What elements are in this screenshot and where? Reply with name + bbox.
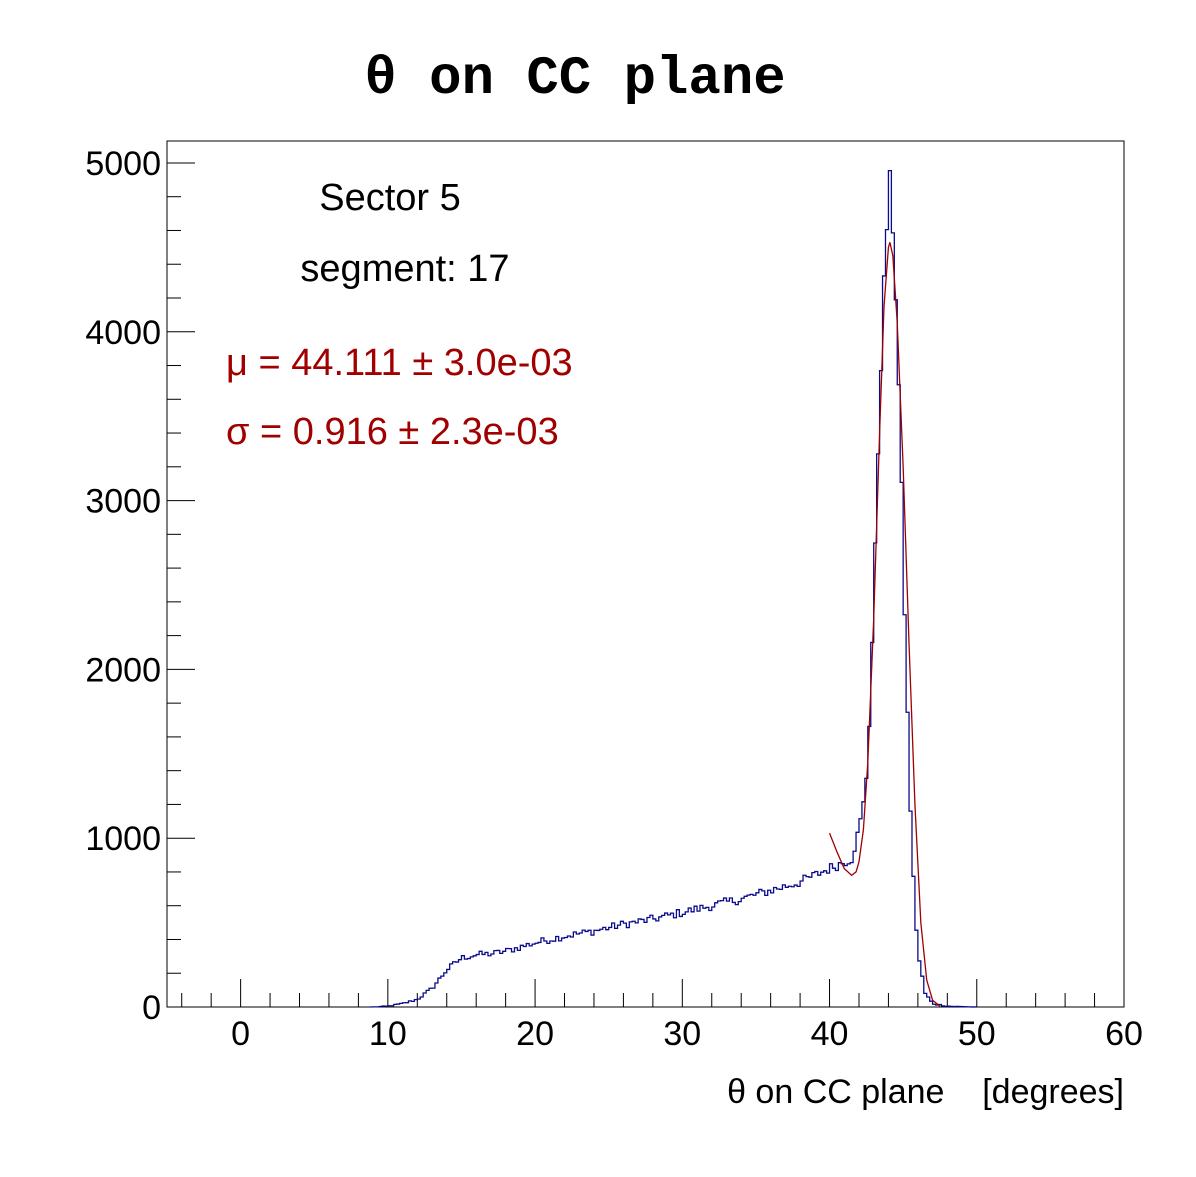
x-tick-label: 20 [516,1015,554,1053]
fit-curve [828,242,941,1007]
chart-title: θ on CC plane [364,49,785,110]
x-tick-label: 50 [958,1015,996,1053]
x-tick-label: 40 [811,1015,849,1053]
x-tick-label: 30 [663,1015,701,1053]
y-axis-ticks [167,162,195,1008]
y-tick-label: 4000 [85,314,161,352]
x-axis-ticks [181,979,1125,1007]
y-tick-label: 0 [142,989,161,1027]
series-group [370,170,978,1008]
y-tick-label: 1000 [85,820,161,858]
y-tick-label: 5000 [85,145,161,183]
y-axis-tick-labels: 0 1000 2000 3000 4000 5000 [85,145,161,1027]
x-tick-label: 60 [1105,1015,1143,1053]
x-axis-tick-labels: 0 10 20 30 40 50 60 [231,1015,1143,1053]
sector-label: Sector 5 [319,177,461,219]
sigma-label: σ = 0.916 ± 2.3e-03 [226,411,559,453]
x-tick-label: 0 [231,1015,250,1053]
x-axis-label: θ on CC plane [degrees] [727,1073,1124,1111]
mu-label: μ = 44.111 ± 3.0e-03 [226,342,573,384]
y-tick-label: 2000 [85,651,161,689]
segment-label: segment: 17 [300,248,509,290]
plot-frame [166,140,1125,1008]
x-tick-label: 10 [369,1015,407,1053]
y-tick-label: 3000 [85,483,161,521]
histogram-series [370,170,978,1008]
